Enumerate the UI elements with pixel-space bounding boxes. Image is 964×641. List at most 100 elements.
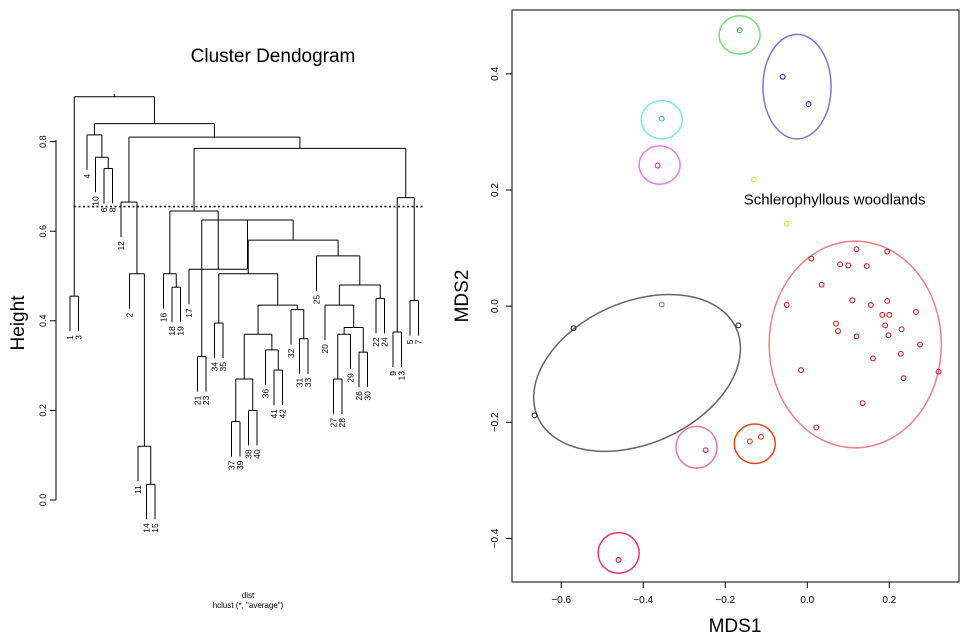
dendrogram-leaf-label: 17 [184, 308, 194, 318]
group-ellipse [768, 240, 943, 449]
dendrogram-leaf-label: 37 [227, 460, 237, 470]
data-point [818, 281, 825, 288]
dendrogram-leaf-label: 8 [108, 207, 118, 212]
dendrogram-leaf-label: 33 [303, 377, 313, 387]
dendrogram-leaf-label: 13 [397, 371, 407, 381]
mds-x-tick-label: 0.2 [882, 595, 896, 606]
dendrogram-panel: Cluster Dendogram Height dist hclust (*,… [8, 46, 424, 610]
data-point [884, 248, 891, 255]
group-ellipse [532, 293, 742, 453]
dendrogram-leaf-label: 15 [150, 523, 160, 533]
group-ellipse [718, 15, 761, 55]
mds-x-tick-label: −0.6 [551, 595, 571, 606]
dendrogram-leaf-label: 26 [354, 391, 364, 401]
annotation-schlerophyllous-woodlands: Schlerophyllous woodlands [744, 192, 926, 209]
dendrogram-leaf-label: 30 [363, 391, 373, 401]
mds-y-tick-label: 0.4 [490, 66, 501, 80]
dendrogram-leaf-label: 9 [388, 371, 398, 376]
data-point [658, 115, 665, 122]
data-point [886, 311, 893, 318]
data-point [783, 220, 790, 227]
data-point [808, 255, 815, 262]
mds-y-label: MDS2 [452, 270, 473, 323]
data-point [783, 302, 790, 308]
data-point [912, 309, 919, 315]
data-point [885, 332, 892, 339]
mds-x-tick-label: −0.2 [715, 595, 735, 606]
data-point [751, 176, 757, 183]
data-point [879, 311, 886, 318]
mds-x-label: MDS1 [709, 616, 762, 637]
data-point [853, 333, 860, 340]
dendrogram-leaf-label: 32 [286, 348, 296, 358]
data-point [746, 438, 753, 445]
mds-panel: MDS1 MDS2 −0.6 −0.4 −0.2 0.0 0.2 −0.4 −0.2 0.0 0… [452, 9, 960, 637]
data-point [658, 301, 665, 308]
dendrogram-leaf-label: 12 [116, 241, 126, 251]
data-point [757, 433, 764, 440]
group-ellipse [640, 99, 683, 140]
dendrogram-leaf-label: 22 [371, 337, 381, 347]
data-point [835, 328, 841, 335]
dendrogram-y-tick-label: 0.2 [38, 404, 48, 417]
mds-y-tick-label: −0.4 [490, 528, 501, 548]
dendrogram-leaf-label: 7 [414, 339, 424, 344]
dendrogram-leaf-label: 14 [142, 523, 152, 533]
dendrogram-leaf-label: 25 [312, 295, 322, 305]
data-point [654, 162, 661, 169]
dendrogram-leaf-label: 3 [74, 335, 84, 340]
dendrogram-sub-dist: dist [242, 591, 255, 600]
dendrogram-leaf-label: 23 [201, 395, 211, 405]
group-ellipse [638, 145, 681, 185]
dendrogram-title: Cluster Dendogram [191, 46, 356, 67]
dendrogram-leaf-label: 29 [346, 373, 356, 383]
data-point [735, 322, 742, 329]
dendrogram-leaf-label: 6 [99, 207, 109, 212]
data-point [736, 27, 743, 34]
mds-y-tick-label: 0.2 [490, 183, 501, 197]
data-point [917, 341, 923, 348]
data-point [779, 73, 786, 80]
data-point [884, 297, 891, 304]
dendrogram-leaf-label: 28 [337, 418, 347, 428]
data-point [702, 447, 709, 454]
dendrogram-y-tick-label: 0.8 [38, 135, 48, 148]
dendrogram-leaf-label: 34 [210, 362, 220, 372]
dendrogram-leaf-label: 19 [176, 326, 186, 336]
data-point [570, 325, 577, 332]
data-point [863, 263, 870, 270]
data-point [849, 297, 856, 304]
dendrogram-leaf-label: 24 [380, 337, 390, 347]
data-point [813, 424, 820, 431]
data-point [837, 261, 844, 268]
dendrogram-leaf-label: 4 [82, 174, 92, 179]
dendrogram-leaf-label: 18 [167, 326, 177, 336]
mds-x-tick-label: −0.4 [633, 595, 653, 606]
dendrogram-leaf-label: 2 [125, 312, 135, 317]
dendrogram-leaf-label: 11 [133, 485, 143, 494]
dendrogram-leaf-label: 38 [244, 449, 254, 459]
dendrogram-y-label: Height [8, 295, 29, 351]
dendrogram-leaf-label: 42 [278, 409, 288, 419]
data-point [859, 400, 866, 407]
mds-y-tick-label: −0.2 [490, 412, 501, 432]
data-point [853, 246, 860, 253]
dendrogram-leaf-label: 35 [218, 362, 228, 372]
data-point [833, 320, 839, 327]
dendrogram-sub-hclust: hclust (*, "average") [213, 601, 284, 610]
dendrogram-leaf-label: 41 [269, 409, 279, 419]
mds-x-tick-label: 0.0 [800, 595, 814, 606]
data-point [900, 375, 907, 382]
dendrogram-leaf-label: 36 [261, 389, 271, 399]
data-point [897, 350, 904, 357]
dendrogram-leaf-label: 5 [405, 339, 415, 344]
group-ellipse [675, 425, 718, 469]
data-point [531, 412, 538, 419]
mds-y-tick-label: 0.0 [490, 299, 501, 313]
dendrogram-leaf-label: 21 [193, 395, 203, 405]
data-point [935, 368, 942, 375]
mds-plot-frame [511, 9, 960, 583]
dendrogram-leaf-label: 31 [295, 377, 305, 387]
dendrogram-leaf-label: 20 [320, 344, 330, 354]
